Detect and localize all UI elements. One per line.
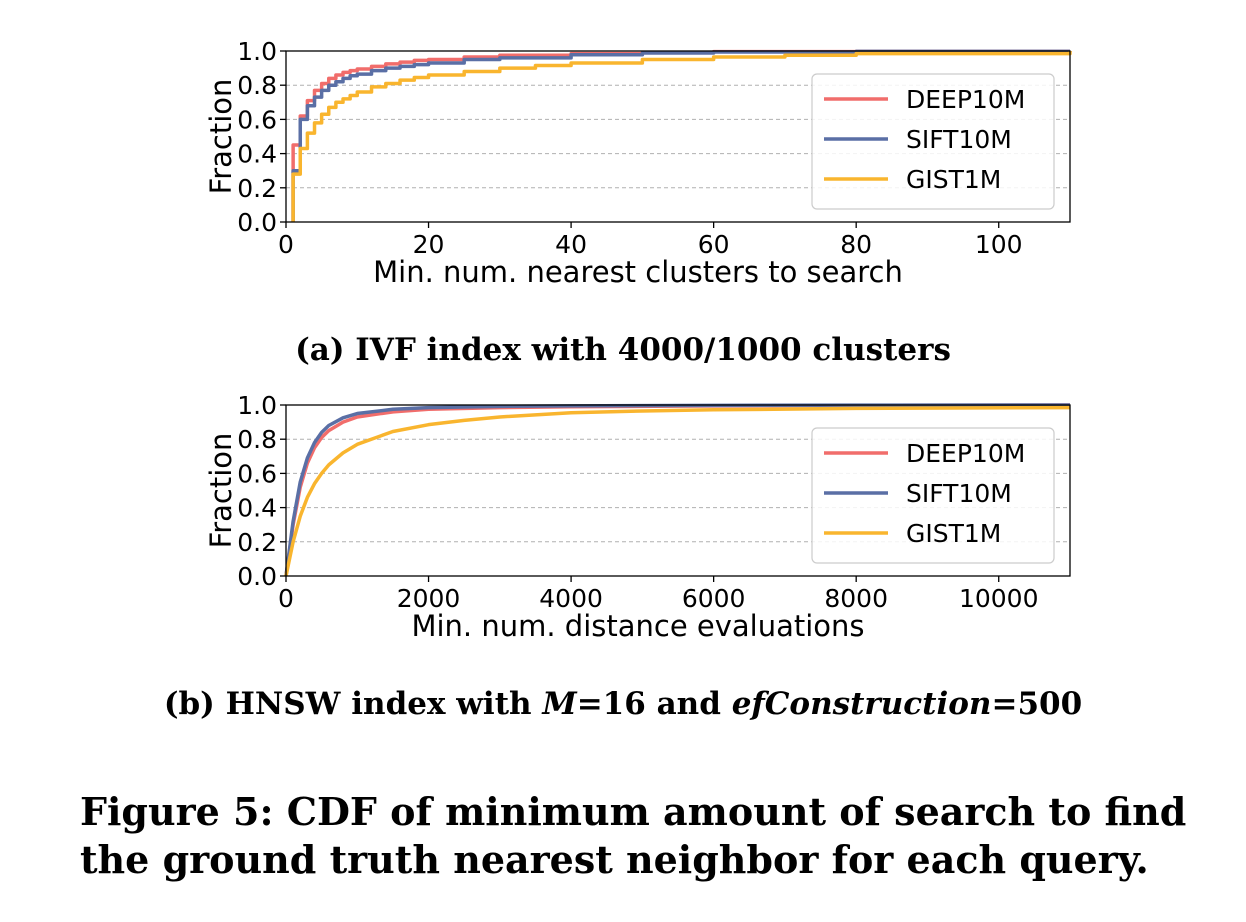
subcaption-b-part2: =16 and [576, 686, 732, 722]
chart-ivf-svg: 0.0 0.2 0.4 0.6 0.8 1.0 0 20 40 60 80 100 Min. num. … [204, 37, 1072, 289]
figure-caption: Figure 5: CDF of minimum amount of searc… [80, 789, 1187, 882]
x-tick-label: 6000 [682, 584, 746, 613]
legend-label-sift10m: SIFT10M [906, 125, 1012, 154]
x-tick-label: 0 [278, 584, 294, 613]
x-tick-label: 60 [698, 230, 730, 259]
legend-label-gist1m: GIST1M [906, 165, 1001, 194]
y-tick-label: 1.0 [237, 391, 277, 420]
x-tick-label: 10000 [959, 584, 1039, 613]
legend-label-gist1m: GIST1M [906, 519, 1001, 548]
subcaption-b: (b) HNSW index with M=16 and efConstruct… [0, 686, 1246, 722]
subcaption-b-m: M [542, 686, 577, 722]
y-tick-label: 0.6 [237, 105, 277, 134]
legend-box [811, 427, 1055, 564]
y-tick-label: 0.2 [237, 528, 277, 557]
x-tick-label: 80 [840, 230, 872, 259]
x-tick-label: 8000 [824, 584, 888, 613]
x-axis-label: Min. num. distance evaluations [411, 609, 864, 643]
y-tick-label: 0.8 [237, 425, 277, 454]
y-axis-label: Fraction [204, 79, 238, 195]
x-tick-label: 100 [975, 230, 1023, 259]
chart-ivf-cdf: 0.0 0.2 0.4 0.6 0.8 1.0 0 20 40 60 80 100 Min. num. … [0, 0, 1246, 300]
x-tick-label: 0 [278, 230, 294, 259]
chart-hnsw-svg: 0.0 0.2 0.4 0.6 0.8 1.0 0 2000 4000 6000 8000 10000… [204, 391, 1071, 643]
y-tick-label: 0.6 [237, 459, 277, 488]
y-tick-label: 1.0 [237, 37, 277, 66]
series-line-sift10m [284, 403, 1071, 577]
y-tick-label: 0.8 [237, 71, 277, 100]
x-tick-label: 20 [413, 230, 445, 259]
x-tick-label: 40 [555, 230, 587, 259]
plot-frame [285, 404, 1071, 577]
series-line-sift10m [291, 49, 1072, 222]
chart-hnsw-cdf: 0.0 0.2 0.4 0.6 0.8 1.0 0 2000 4000 6000 8000 10000… [0, 385, 1246, 645]
subcaption-a: (a) IVF index with 4000/1000 clusters [295, 332, 951, 368]
y-tick-label: 0.4 [237, 494, 277, 523]
legend-box [811, 73, 1055, 210]
legend-label-sift10m: SIFT10M [906, 479, 1012, 508]
x-axis-label: Min. num. nearest clusters to search [373, 255, 903, 289]
y-tick-label: 0.0 [237, 208, 277, 237]
legend-label-deep10m: DEEP10M [906, 439, 1025, 468]
y-tick-label: 0.4 [237, 140, 277, 169]
x-tick-label: 4000 [539, 584, 603, 613]
subcaption-b-efconstruction: efConstruction [731, 686, 992, 722]
legend-label-deep10m: DEEP10M [906, 85, 1025, 114]
plot-frame [285, 50, 1071, 223]
y-tick-label: 0.0 [237, 562, 277, 591]
x-tick-label: 2000 [397, 584, 461, 613]
y-axis-label: Fraction [204, 433, 238, 549]
y-tick-label: 0.2 [237, 174, 277, 203]
series-line-gist1m [291, 51, 1072, 222]
series-line-gist1m [284, 405, 1071, 577]
subcaption-b-part3: =500 [991, 686, 1083, 722]
subcaption-b-part1: (b) HNSW index with [163, 686, 543, 722]
